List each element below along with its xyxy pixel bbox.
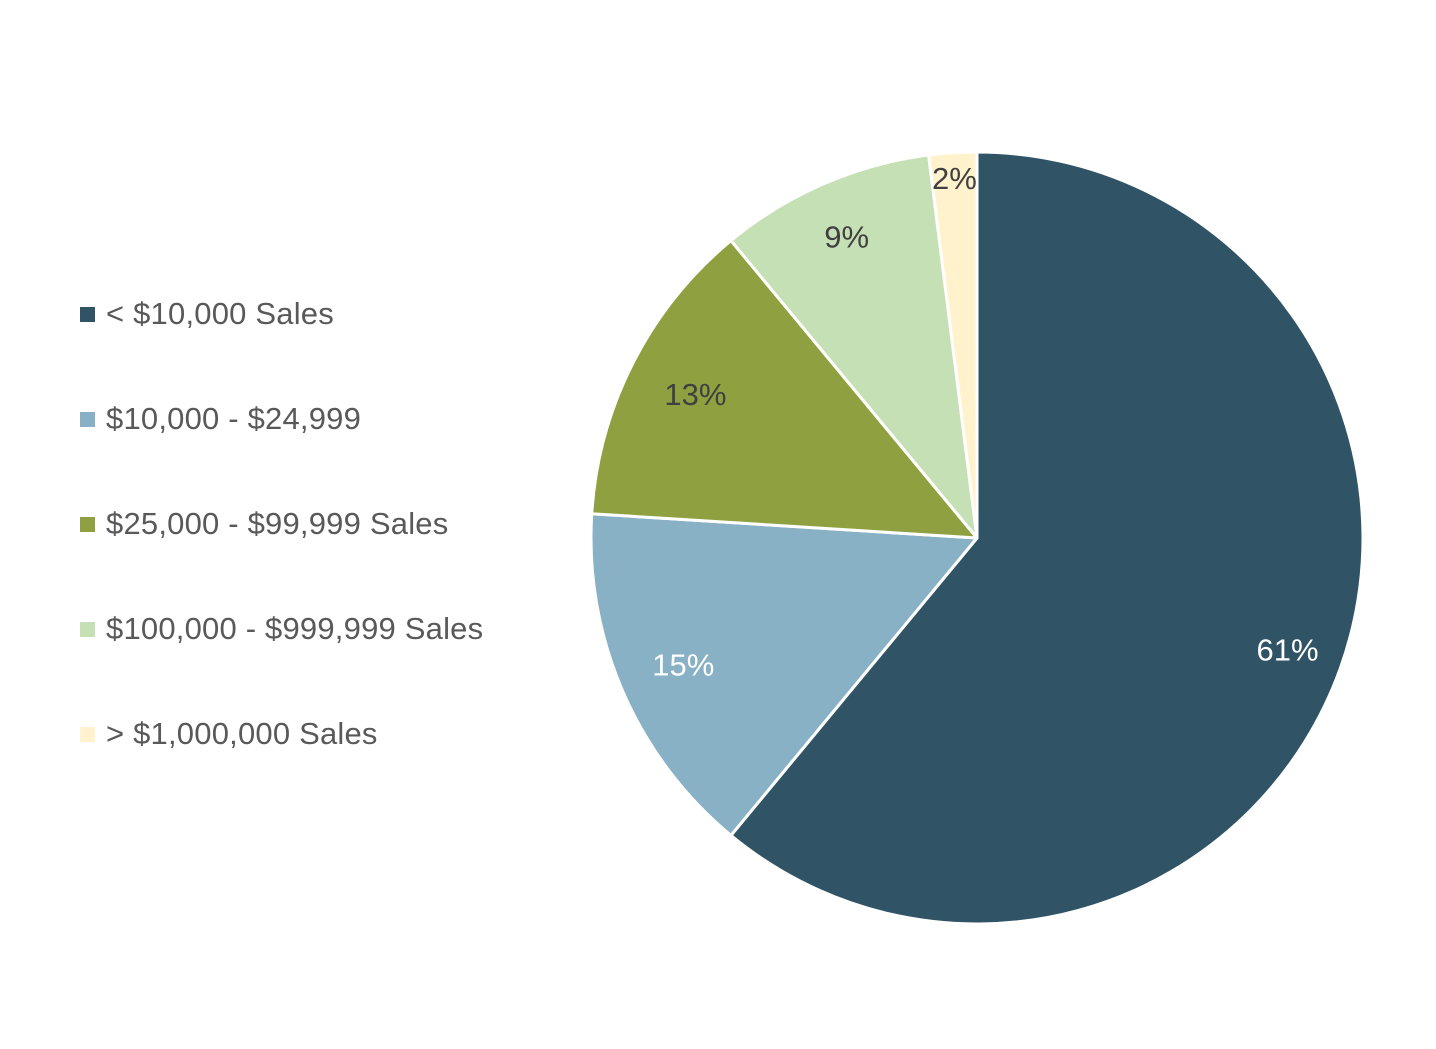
chart-legend: < $10,000 Sales $10,000 - $24,999 $25,00… [80, 290, 560, 815]
pie-slice [927, 150, 979, 540]
pie-data-label: 61% [1256, 632, 1318, 667]
legend-item-10000-24999: $10,000 - $24,999 [80, 395, 560, 443]
pie-slice [729, 150, 1365, 926]
legend-swatch [80, 726, 95, 742]
pie-data-label: 15% [652, 648, 714, 683]
pie-slices [589, 150, 1365, 926]
pie-slice [729, 153, 979, 540]
legend-item-over-1000000: > $1,000,000 Sales [80, 710, 560, 758]
legend-item-25000-99999: $25,000 - $99,999 Sales [80, 500, 560, 548]
pie-data-label: 13% [664, 377, 726, 412]
legend-item-under-10000: < $10,000 Sales [80, 290, 560, 338]
legend-swatch [80, 306, 95, 322]
legend-swatch [80, 411, 95, 427]
legend-swatch [80, 516, 95, 532]
pie-data-label: 9% [824, 220, 869, 255]
pie-data-label: 2% [932, 161, 977, 196]
legend-label: > $1,000,000 Sales [106, 716, 378, 751]
legend-swatch [80, 621, 95, 637]
legend-item-100000-999999: $100,000 - $999,999 Sales [80, 605, 560, 653]
pie-slice [589, 512, 979, 837]
legend-label: $25,000 - $99,999 Sales [106, 506, 449, 541]
pie-data-labels: 61% 15% 13% 9% 2% [652, 161, 1318, 682]
legend-label: $10,000 - $24,999 [106, 401, 362, 436]
legend-label: < $10,000 Sales [106, 296, 334, 331]
pie-slice [590, 239, 979, 540]
legend-label: $100,000 - $999,999 Sales [106, 611, 484, 646]
